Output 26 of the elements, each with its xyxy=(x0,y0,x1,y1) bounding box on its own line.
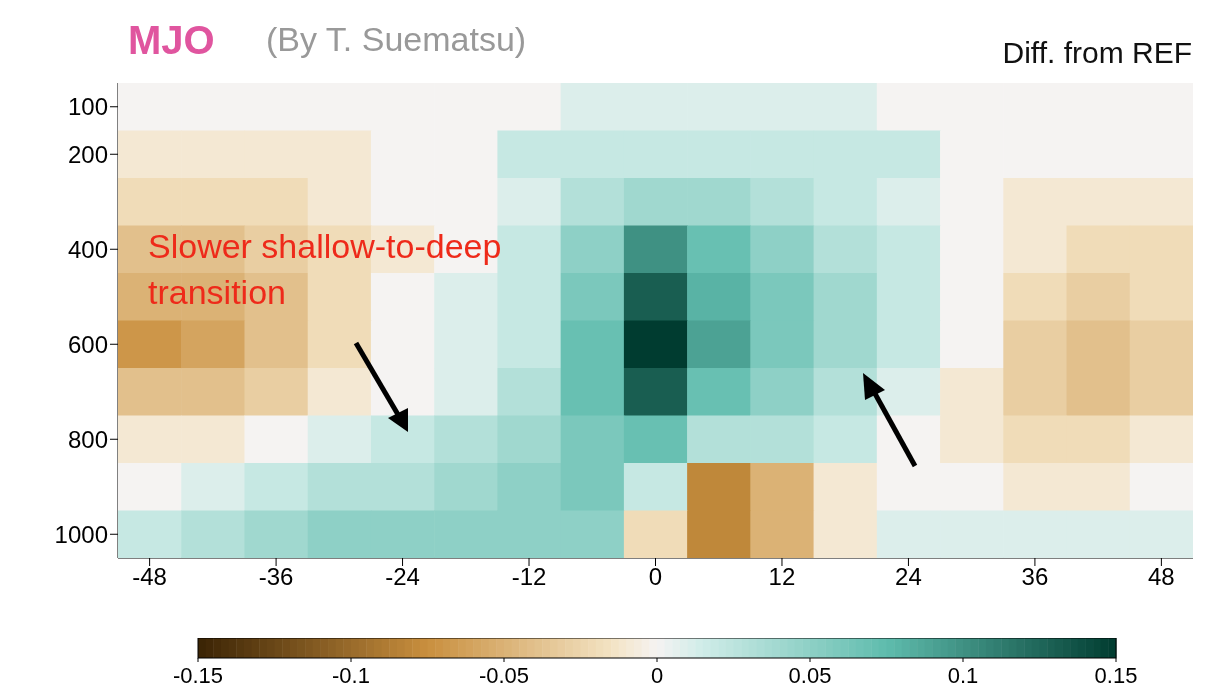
color-bar-label: 0 xyxy=(650,663,664,688)
x-tick-label: -48 xyxy=(132,563,167,591)
color-bar-label: -0.15 xyxy=(172,663,224,688)
x-tick-label: -12 xyxy=(511,563,547,591)
y-tick-label: 1000 xyxy=(54,520,108,548)
x-tick-label: 36 xyxy=(1021,563,1049,591)
y-tick-label: 200 xyxy=(67,140,108,168)
y-tick-label: 100 xyxy=(67,93,108,121)
x-tick-label: -36 xyxy=(258,563,294,591)
y-tick-label: 400 xyxy=(67,235,108,263)
x-tick-label: 48 xyxy=(1148,563,1175,591)
text: Diff. from REF xyxy=(1002,36,1192,70)
x-tick-label: 0 xyxy=(648,563,663,591)
chart-title: MJO xyxy=(128,18,215,63)
annotation: Slower shallow-to-deep transition xyxy=(148,226,503,313)
y-tick-label: 600 xyxy=(67,330,108,358)
x-tick-label: 24 xyxy=(895,563,922,591)
chart-subtitle: (By T. Suematsu) xyxy=(266,20,527,59)
color-bar-label: -0.05 xyxy=(478,663,530,688)
y-tick-label: 800 xyxy=(67,425,108,453)
x-tick-label: 12 xyxy=(768,563,796,591)
x-tick-label: -24 xyxy=(385,563,420,591)
color-bar-label: 0.15 xyxy=(1094,663,1138,688)
color-bar-label: 0.05 xyxy=(788,663,832,688)
color-bar-label: -0.1 xyxy=(332,663,370,688)
color-bar-label: 0.1 xyxy=(947,663,979,688)
